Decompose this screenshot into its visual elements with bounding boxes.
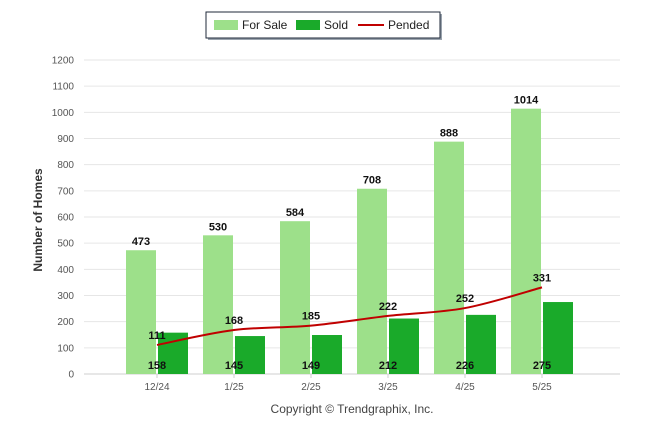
y-tick-label: 500 [57, 239, 74, 250]
data-label-sold: 275 [533, 360, 551, 372]
bar-sold [312, 335, 342, 374]
data-label-sold: 226 [456, 360, 474, 372]
x-tick-label: 2/25 [301, 382, 321, 393]
y-axis-label: Number of Homes [31, 168, 45, 272]
x-tick-label: 4/25 [455, 382, 475, 393]
data-label-pended: 331 [533, 272, 551, 284]
y-tick-label: 1100 [52, 82, 74, 93]
data-label-for-sale: 473 [132, 236, 150, 248]
x-axis-ticks: 12/24 1/25 2/25 3/25 4/25 5/25 [144, 374, 552, 393]
bar-sold [466, 314, 496, 374]
data-labels: 473 158 530 145 584 149 708 212 888 226 1014 275 111… [132, 95, 551, 372]
bar-for-sale [357, 188, 387, 374]
y-tick-label: 1000 [52, 108, 75, 119]
y-axis-ticks: 0 100 200 300 400 500 600 700 800 900 1000 1100 1200 [52, 56, 75, 381]
bar-for-sale [203, 235, 233, 374]
data-label-pended: 168 [225, 315, 243, 327]
legend-frame [205, 11, 441, 39]
pended-line [156, 286, 543, 346]
data-label-for-sale: 708 [363, 175, 381, 187]
y-tick-label: 900 [57, 134, 74, 145]
x-tick-label: 1/25 [224, 382, 244, 393]
data-label-pended: 222 [379, 301, 397, 313]
bar-for-sale [434, 141, 464, 374]
y-tick-label: 1200 [52, 56, 75, 67]
bar-for-sale [280, 221, 310, 374]
legend-label: Sold [324, 18, 348, 32]
bar-sold [543, 302, 573, 374]
y-tick-label: 400 [57, 265, 74, 276]
data-label-pended: 111 [148, 330, 165, 342]
bar-sold [235, 336, 265, 374]
x-tick-label: 12/24 [144, 382, 169, 393]
y-tick-label: 200 [57, 317, 74, 328]
y-tick-label: 600 [57, 213, 74, 224]
y-tick-label: 300 [57, 291, 74, 302]
data-label-for-sale: 1014 [514, 95, 539, 107]
legend-swatch [296, 20, 320, 30]
legend-label: For Sale [242, 18, 288, 32]
data-label-pended: 252 [456, 293, 474, 305]
bars [126, 108, 573, 375]
legend-swatch [214, 20, 238, 30]
bar-sold [389, 318, 419, 374]
bar-for-sale [126, 250, 156, 374]
pended-line-path [156, 286, 543, 346]
y-tick-label: 0 [68, 370, 74, 381]
y-tick-label: 100 [57, 343, 74, 354]
legend-label: Pended [388, 18, 429, 32]
data-label-sold: 212 [379, 360, 397, 372]
data-label-sold: 145 [225, 360, 243, 372]
y-tick-label: 700 [57, 186, 74, 197]
copyright-footer: Copyright © Trendgraphix, Inc. [271, 402, 434, 416]
x-tick-label: 5/25 [532, 382, 552, 393]
data-label-sold: 158 [148, 360, 166, 372]
data-label-for-sale: 530 [209, 221, 227, 233]
data-label-sold: 149 [302, 360, 320, 372]
bar-for-sale [511, 108, 541, 375]
data-label-for-sale: 584 [286, 207, 305, 219]
data-label-for-sale: 888 [440, 128, 458, 140]
x-tick-label: 3/25 [378, 382, 398, 393]
legend: For Sale Sold Pended [205, 11, 442, 40]
y-tick-label: 800 [57, 160, 74, 171]
data-label-pended: 185 [302, 311, 320, 323]
